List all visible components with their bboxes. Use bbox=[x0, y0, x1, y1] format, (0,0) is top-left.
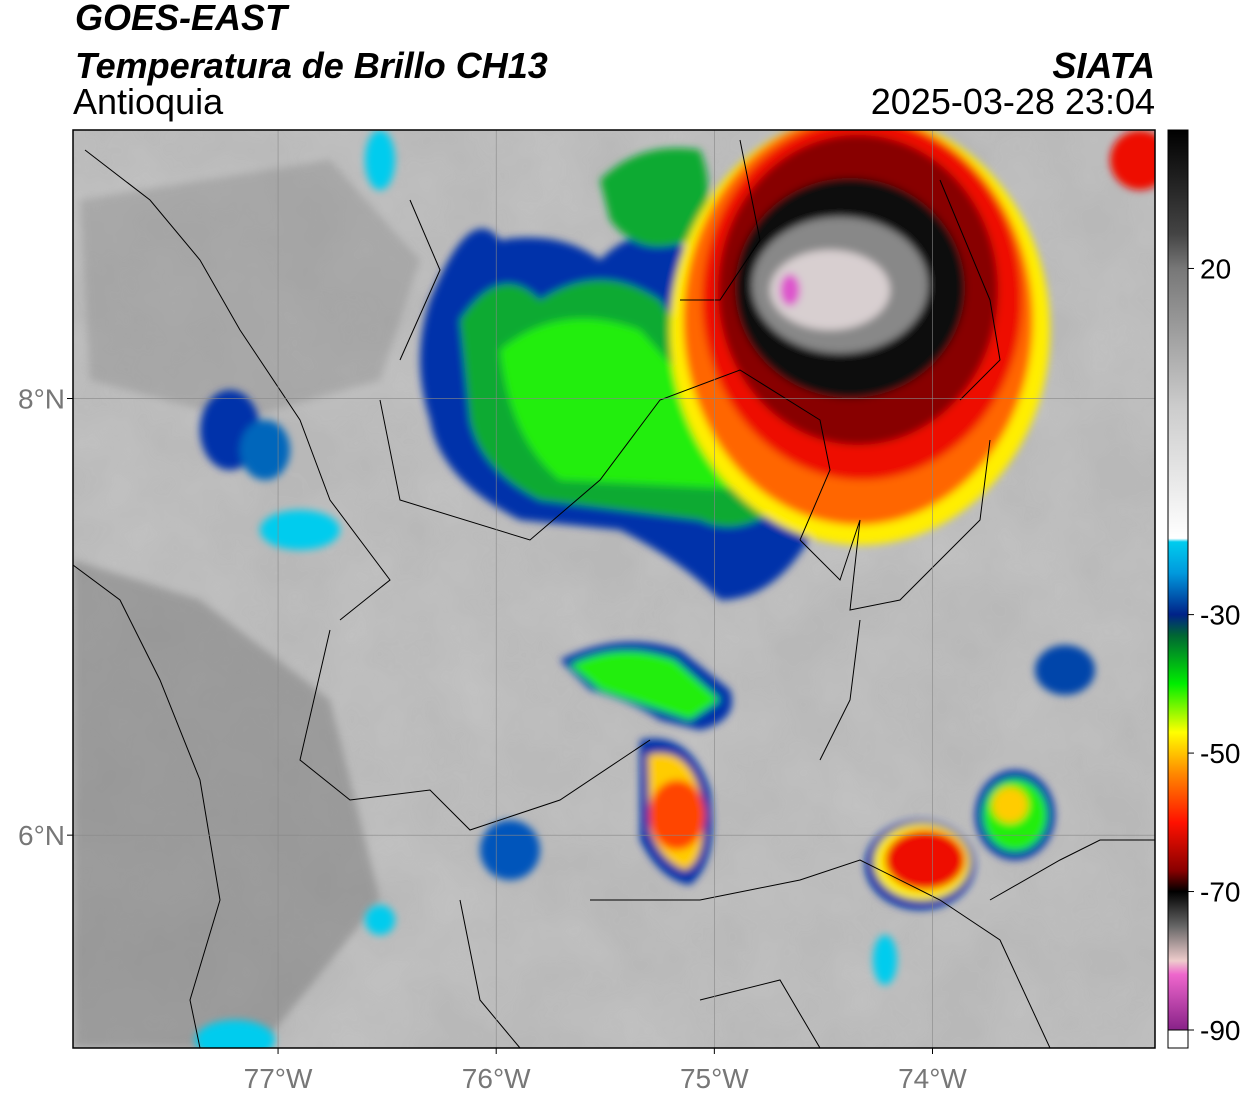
colorbar-tick-label: -30 bbox=[1200, 600, 1240, 631]
source: SIATA bbox=[1052, 45, 1155, 86]
colorbar-tick-label: -90 bbox=[1200, 1015, 1240, 1046]
subtitle: Temperatura de Brillo CH13 bbox=[75, 45, 548, 86]
region: Antioquia bbox=[73, 81, 224, 122]
colorbar-tick-label: -50 bbox=[1200, 738, 1240, 769]
x-tick-label: 76°W bbox=[462, 1063, 531, 1094]
map-frame bbox=[72, 129, 1156, 1049]
colorbar-tick-label: -70 bbox=[1200, 877, 1240, 908]
y-tick-label: 8°N bbox=[18, 384, 65, 415]
x-tick-label: 74°W bbox=[898, 1063, 967, 1094]
colorbar bbox=[1167, 129, 1189, 1031]
datetime: 2025-03-28 23:04 bbox=[871, 81, 1155, 122]
title: GOES-EAST bbox=[75, 0, 290, 38]
satellite-image bbox=[73, 130, 1155, 1048]
colorbar-tick-label: 20 bbox=[1200, 253, 1231, 284]
y-tick-label: 6°N bbox=[18, 820, 65, 851]
x-tick-label: 75°W bbox=[680, 1063, 749, 1094]
grid bbox=[73, 130, 1155, 1048]
x-tick-label: 77°W bbox=[244, 1063, 313, 1094]
colorbar-extension bbox=[1167, 1029, 1189, 1049]
